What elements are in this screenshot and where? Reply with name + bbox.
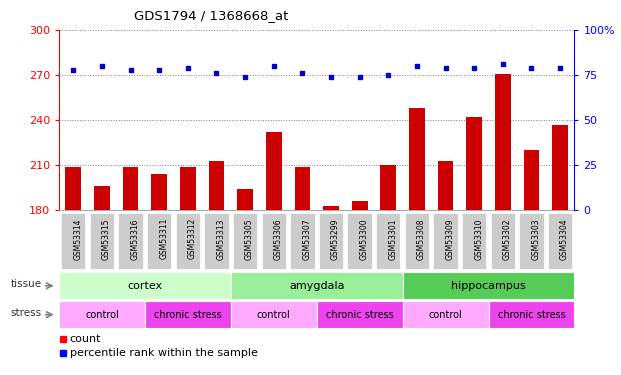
- Text: percentile rank within the sample: percentile rank within the sample: [70, 348, 258, 358]
- Bar: [180, 167, 196, 210]
- Bar: [323, 206, 339, 210]
- Text: GSM53305: GSM53305: [245, 218, 254, 259]
- Text: GSM53308: GSM53308: [417, 218, 426, 259]
- Text: GSM53312: GSM53312: [188, 218, 197, 259]
- FancyBboxPatch shape: [204, 213, 229, 269]
- Text: GSM53310: GSM53310: [474, 218, 483, 259]
- Text: control: control: [257, 310, 291, 320]
- Bar: [209, 161, 224, 210]
- Bar: [237, 189, 253, 210]
- Text: control: control: [85, 310, 119, 320]
- Text: GSM53300: GSM53300: [360, 218, 369, 259]
- FancyBboxPatch shape: [119, 213, 143, 269]
- Text: cortex: cortex: [127, 281, 163, 291]
- Bar: [524, 150, 540, 210]
- Bar: [65, 167, 81, 210]
- Text: hippocampus: hippocampus: [451, 281, 526, 291]
- Bar: [495, 74, 510, 210]
- FancyBboxPatch shape: [231, 272, 402, 299]
- Text: GSM53314: GSM53314: [73, 218, 83, 259]
- Text: tissue: tissue: [11, 279, 42, 290]
- FancyBboxPatch shape: [376, 213, 401, 269]
- FancyBboxPatch shape: [59, 301, 145, 328]
- Bar: [438, 161, 453, 210]
- Bar: [351, 201, 368, 210]
- Text: stress: stress: [11, 308, 42, 318]
- FancyBboxPatch shape: [231, 301, 317, 328]
- FancyBboxPatch shape: [491, 213, 515, 269]
- Bar: [409, 108, 425, 210]
- FancyBboxPatch shape: [402, 272, 574, 299]
- Text: GDS1794 / 1368668_at: GDS1794 / 1368668_at: [134, 9, 288, 22]
- Bar: [266, 132, 282, 210]
- Text: GSM53307: GSM53307: [302, 218, 311, 259]
- FancyBboxPatch shape: [59, 272, 231, 299]
- Text: count: count: [70, 334, 101, 344]
- FancyBboxPatch shape: [233, 213, 257, 269]
- Text: control: control: [428, 310, 463, 320]
- FancyBboxPatch shape: [61, 213, 86, 269]
- Text: GSM53316: GSM53316: [130, 218, 140, 259]
- FancyBboxPatch shape: [145, 301, 231, 328]
- FancyBboxPatch shape: [519, 213, 543, 269]
- FancyBboxPatch shape: [405, 213, 429, 269]
- Bar: [152, 174, 167, 210]
- Bar: [466, 117, 482, 210]
- FancyBboxPatch shape: [147, 213, 171, 269]
- Text: chronic stress: chronic stress: [497, 310, 565, 320]
- Bar: [123, 167, 138, 210]
- Text: amygdala: amygdala: [289, 281, 345, 291]
- Text: GSM53304: GSM53304: [560, 218, 569, 259]
- FancyBboxPatch shape: [433, 213, 458, 269]
- Text: GSM53306: GSM53306: [274, 218, 283, 259]
- Text: GSM53301: GSM53301: [388, 218, 397, 259]
- Text: chronic stress: chronic stress: [154, 310, 222, 320]
- Bar: [552, 125, 568, 210]
- Text: GSM53309: GSM53309: [446, 218, 455, 259]
- Text: chronic stress: chronic stress: [326, 310, 394, 320]
- FancyBboxPatch shape: [489, 301, 574, 328]
- FancyBboxPatch shape: [402, 301, 489, 328]
- FancyBboxPatch shape: [462, 213, 486, 269]
- Text: GSM53311: GSM53311: [159, 218, 168, 259]
- FancyBboxPatch shape: [319, 213, 343, 269]
- Text: GSM53313: GSM53313: [217, 218, 225, 259]
- Text: GSM53315: GSM53315: [102, 218, 111, 259]
- FancyBboxPatch shape: [176, 213, 200, 269]
- Text: GSM53302: GSM53302: [503, 218, 512, 259]
- FancyBboxPatch shape: [290, 213, 315, 269]
- FancyBboxPatch shape: [548, 213, 573, 269]
- Bar: [94, 186, 110, 210]
- Bar: [294, 167, 310, 210]
- Text: GSM53299: GSM53299: [331, 218, 340, 259]
- FancyBboxPatch shape: [261, 213, 286, 269]
- FancyBboxPatch shape: [90, 213, 114, 269]
- FancyBboxPatch shape: [348, 213, 372, 269]
- Bar: [381, 165, 396, 210]
- FancyBboxPatch shape: [317, 301, 402, 328]
- Text: GSM53303: GSM53303: [532, 218, 540, 259]
